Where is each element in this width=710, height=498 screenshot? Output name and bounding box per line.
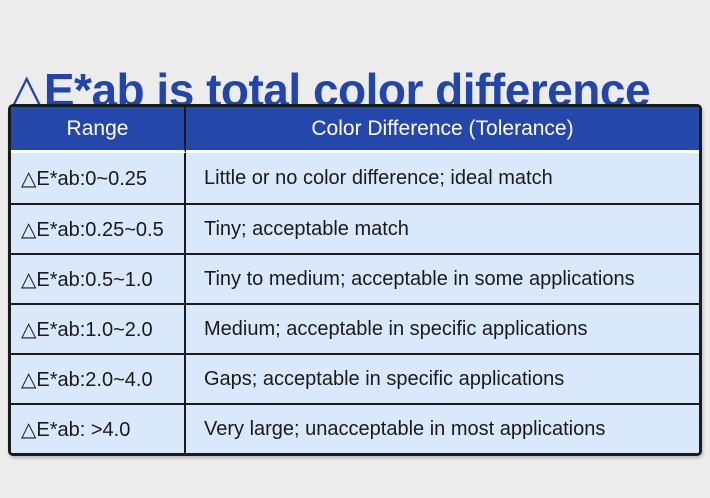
range-cell: △E*ab:0.25~0.5: [11, 203, 186, 253]
column-header-color-difference: Color Difference (Tolerance): [186, 107, 699, 153]
color-difference-table: Range Color Difference (Tolerance) △E*ab…: [8, 104, 702, 456]
description-cell: Little or no color difference; ideal mat…: [186, 153, 699, 203]
table-row: △E*ab:0~0.25 Little or no color differen…: [11, 153, 699, 203]
range-cell: △E*ab:0.5~1.0: [11, 253, 186, 303]
tolerance-table: Range Color Difference (Tolerance) △E*ab…: [11, 107, 699, 453]
table-header: Range Color Difference (Tolerance): [11, 107, 699, 153]
description-cell: Tiny; acceptable match: [186, 203, 699, 253]
header-row: Range Color Difference (Tolerance): [11, 107, 699, 153]
range-cell: △E*ab:2.0~4.0: [11, 353, 186, 403]
description-cell: Tiny to medium; acceptable in some appli…: [186, 253, 699, 303]
table-row: △E*ab:2.0~4.0 Gaps; acceptable in specif…: [11, 353, 699, 403]
table-body: △E*ab:0~0.25 Little or no color differen…: [11, 153, 699, 453]
table-row: △E*ab:0.25~0.5 Tiny; acceptable match: [11, 203, 699, 253]
description-cell: Medium; acceptable in specific applicati…: [186, 303, 699, 353]
range-cell: △E*ab:0~0.25: [11, 153, 186, 203]
range-cell: △E*ab:1.0~2.0: [11, 303, 186, 353]
column-header-range: Range: [11, 107, 186, 153]
description-cell: Gaps; acceptable in specific application…: [186, 353, 699, 403]
table-row: △E*ab:1.0~2.0 Medium; acceptable in spec…: [11, 303, 699, 353]
table-row: △E*ab: >4.0 Very large; unacceptable in …: [11, 403, 699, 453]
range-cell: △E*ab: >4.0: [11, 403, 186, 453]
table-row: △E*ab:0.5~1.0 Tiny to medium; acceptable…: [11, 253, 699, 303]
description-cell: Very large; unacceptable in most applica…: [186, 403, 699, 453]
